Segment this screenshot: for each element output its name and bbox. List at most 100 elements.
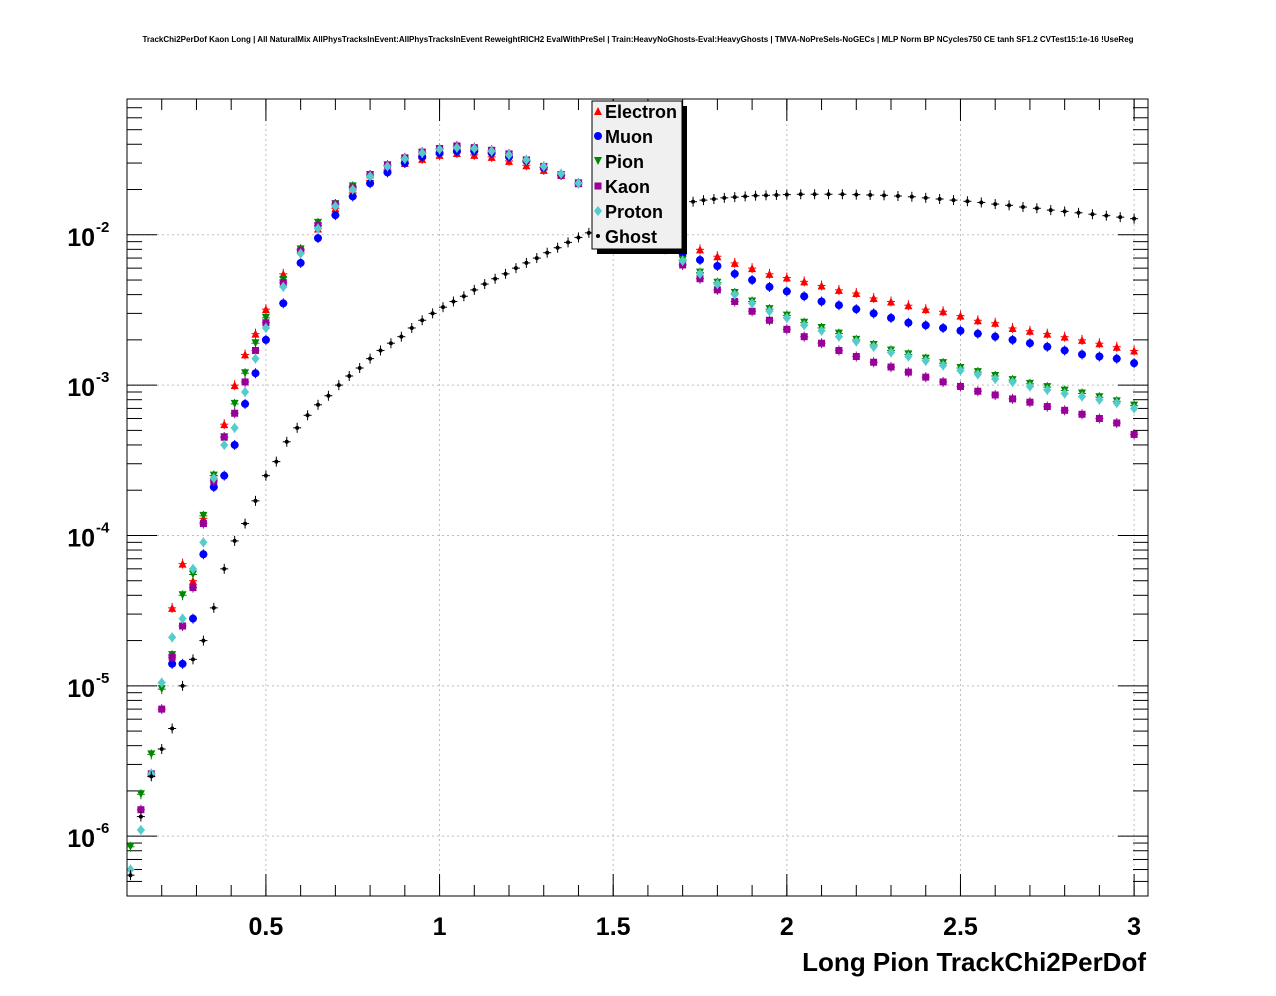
data-point (199, 511, 208, 520)
data-point (1078, 410, 1086, 418)
data-point (487, 146, 496, 157)
data-point (991, 318, 1000, 327)
data-point (753, 193, 758, 198)
data-point (251, 329, 260, 338)
data-point (383, 161, 392, 172)
data-point (869, 341, 878, 352)
y-tick-label-base: 10 (67, 524, 95, 552)
legend-label-electron: Electron (605, 102, 677, 122)
data-point (748, 276, 757, 285)
data-point (284, 439, 289, 444)
data-point (241, 378, 249, 386)
data-point (336, 383, 341, 388)
data-point (939, 360, 948, 371)
data-point (505, 149, 514, 160)
legend-marker-electron (594, 107, 602, 115)
data-point (722, 195, 727, 200)
data-point (331, 201, 340, 212)
data-point (1113, 419, 1121, 427)
data-point (157, 677, 166, 688)
legend-marker-pion (594, 157, 602, 165)
data-point (296, 248, 305, 259)
data-point (1043, 329, 1052, 338)
data-point (730, 258, 739, 267)
y-tick-label-exponent: -3 (96, 369, 109, 386)
data-point (366, 179, 375, 188)
data-point (711, 196, 716, 201)
data-point (241, 369, 250, 378)
data-point (1025, 339, 1034, 348)
data-point (435, 144, 444, 155)
data-point (812, 192, 817, 197)
x-tick-label: 2.5 (943, 913, 978, 941)
data-point (923, 195, 928, 200)
data-point (691, 199, 696, 204)
data-point (513, 266, 518, 271)
data-point (834, 285, 843, 294)
data-point (904, 351, 913, 362)
data-point (868, 192, 873, 197)
data-point (1132, 216, 1137, 221)
data-point (441, 305, 446, 310)
data-point (783, 325, 791, 333)
x-tick-labels: 0.5 1 1.5 2 2.5 3 (249, 913, 1142, 941)
data-point (956, 365, 965, 376)
series-ghost (126, 189, 1139, 881)
data-point (1078, 335, 1087, 344)
data-point (461, 294, 466, 299)
data-point (1043, 403, 1051, 411)
data-point (188, 614, 197, 623)
data-point (524, 260, 529, 265)
data-point (170, 726, 175, 731)
data-point (782, 273, 791, 282)
data-point (409, 325, 414, 330)
data-point (188, 576, 197, 585)
data-point (696, 268, 705, 279)
data-point (331, 211, 340, 220)
data-point (991, 391, 999, 399)
data-point (887, 297, 896, 306)
data-point (956, 326, 965, 335)
data-point (243, 521, 248, 526)
data-point (383, 168, 392, 177)
data-point (279, 269, 288, 278)
data-point (887, 363, 895, 371)
data-point (904, 318, 913, 327)
data-point (316, 402, 321, 407)
data-point (126, 842, 135, 851)
data-point (472, 287, 477, 292)
data-point (1043, 384, 1052, 395)
data-point (482, 282, 487, 287)
data-point (1061, 406, 1069, 414)
data-point (834, 331, 843, 342)
data-point (279, 299, 288, 308)
data-point (388, 341, 393, 346)
y-tick-label-base: 10 (67, 224, 95, 252)
data-point (817, 325, 826, 336)
legend-marker-kaon (594, 182, 602, 190)
chart-title: TrackChi2PerDof Kaon Long | All NaturalM… (142, 35, 1133, 44)
data-point (731, 297, 739, 305)
data-point (378, 348, 383, 353)
data-point (190, 657, 195, 662)
data-point (732, 195, 737, 200)
data-point (452, 142, 461, 153)
data-point (956, 382, 964, 390)
data-point (136, 790, 145, 799)
data-point (576, 235, 581, 240)
data-point (991, 332, 1000, 341)
data-point (126, 864, 135, 875)
data-point (451, 299, 456, 304)
data-point (713, 252, 722, 261)
data-point (782, 312, 791, 323)
legend-entries: Electron Muon Pion Kaon Proton Ghost (594, 102, 677, 247)
data-point (557, 168, 566, 179)
data-point (713, 286, 721, 294)
data-point (232, 538, 237, 543)
data-point (921, 321, 930, 330)
data-point (1043, 342, 1052, 351)
data-point (241, 387, 250, 398)
data-point (168, 603, 177, 612)
data-point (251, 339, 260, 348)
data-point (296, 258, 305, 267)
